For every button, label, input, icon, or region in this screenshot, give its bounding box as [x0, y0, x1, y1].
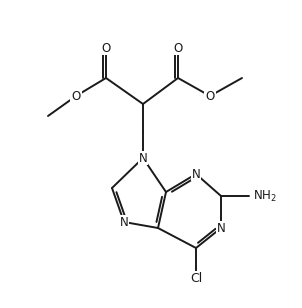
- Text: N: N: [139, 152, 147, 164]
- Text: N: N: [192, 168, 200, 180]
- Text: Cl: Cl: [190, 271, 202, 285]
- Text: N: N: [120, 216, 128, 229]
- Text: N: N: [217, 221, 225, 234]
- Text: O: O: [71, 90, 81, 103]
- Text: O: O: [101, 42, 111, 55]
- Text: O: O: [173, 42, 183, 55]
- Text: O: O: [205, 90, 215, 103]
- Text: NH$_2$: NH$_2$: [253, 188, 277, 204]
